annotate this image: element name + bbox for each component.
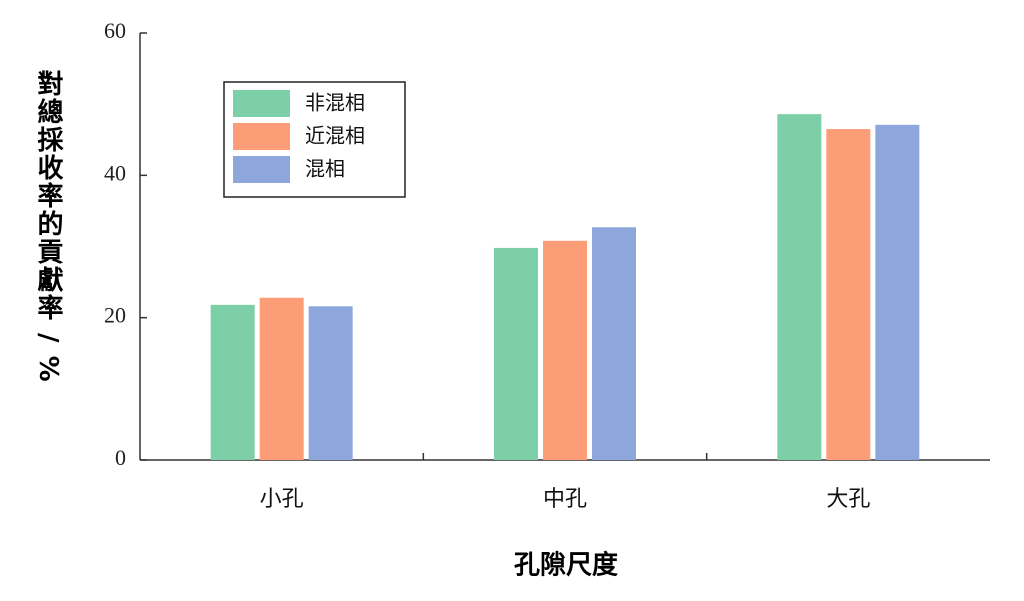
bar [826, 129, 871, 460]
bar [543, 240, 587, 460]
legend-label: 近混相 [305, 124, 365, 148]
y-tick-label: 60 [104, 18, 126, 43]
legend-swatch [233, 156, 290, 183]
x-tick-label: 大孔 [826, 487, 870, 512]
legend-swatch [233, 90, 290, 117]
x-tick-label: 小孔 [260, 487, 304, 512]
legend-swatch [233, 123, 290, 150]
bar [259, 297, 304, 460]
y-tick-label: 40 [104, 160, 126, 185]
legend-label: 混相 [305, 157, 345, 181]
y-tick-label: 0 [115, 445, 126, 470]
bar [875, 124, 920, 461]
y-tick-label: 20 [104, 303, 126, 328]
x-axis-title: 孔隙尺度 [514, 550, 618, 581]
bar [494, 247, 538, 460]
legend-label: 非混相 [305, 91, 365, 115]
x-tick-label: 中孔 [543, 487, 587, 512]
bar [777, 114, 822, 460]
bar [592, 227, 636, 460]
bar [210, 304, 255, 460]
bar [308, 306, 353, 460]
y-axis-title: 對總採收率的貢獻率 / % [33, 70, 63, 384]
